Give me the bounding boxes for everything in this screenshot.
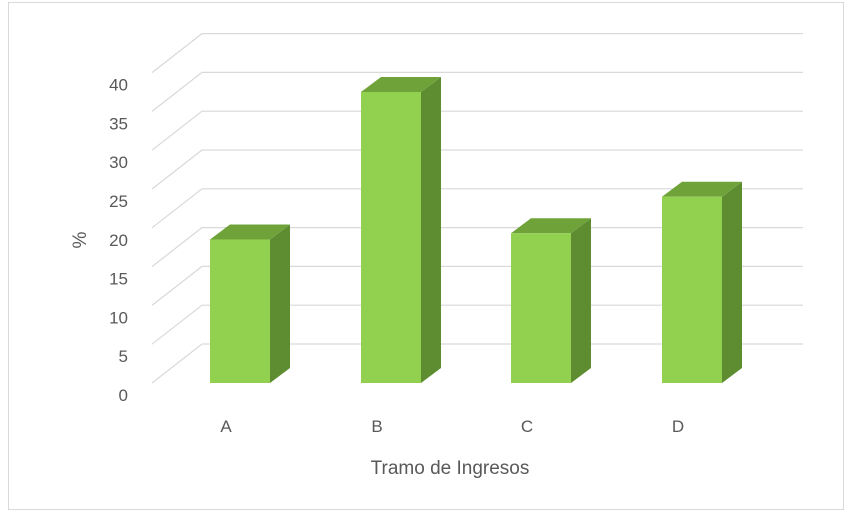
bar-C — [511, 233, 571, 383]
grid-line-diagonal — [151, 227, 203, 268]
y-tick-label: 20 — [109, 231, 128, 250]
y-tick-label: 25 — [109, 192, 128, 211]
y-tick-label: 35 — [109, 114, 128, 133]
grid-line-diagonal — [151, 71, 203, 112]
x-tick-label: B — [371, 417, 382, 436]
bars — [210, 77, 742, 383]
y-tick-labels: 0 5 10 15 20 25 30 35 40 — [109, 76, 128, 405]
grid-line-diagonal — [151, 343, 203, 384]
bar-top-C — [511, 218, 591, 234]
bar-A — [210, 239, 270, 383]
x-axis-title: Tramo de Ingresos — [371, 458, 530, 479]
grid-line-diagonal — [151, 188, 203, 229]
bar-side-C — [571, 218, 591, 383]
bar-top-B — [361, 77, 441, 92]
grid-line-diagonal — [151, 149, 203, 190]
x-tick-label: D — [672, 417, 684, 436]
bar-D — [662, 196, 722, 383]
bar-side-D — [722, 181, 742, 383]
y-tick-label: 0 — [119, 386, 128, 405]
grid-line-diagonal — [151, 265, 203, 306]
bar-top-A — [210, 224, 290, 240]
y-tick-label: 5 — [119, 347, 128, 366]
y-tick-label: 10 — [109, 308, 128, 327]
x-tick-label: A — [220, 417, 232, 436]
y-tick-label: 40 — [109, 76, 128, 95]
grid-line-diagonal — [151, 304, 203, 345]
grid-line-diagonal — [151, 33, 203, 74]
y-axis-title: % — [70, 231, 91, 248]
bar-side-B — [421, 77, 441, 383]
grid-line-diagonal — [151, 110, 203, 151]
bar-side-A — [270, 224, 290, 383]
y-tick-label: 15 — [109, 270, 128, 289]
y-tick-label: 30 — [109, 153, 128, 172]
x-tick-label: C — [521, 417, 533, 436]
x-tick-labels: A B C D — [220, 417, 684, 436]
bar-top-D — [662, 181, 742, 197]
bar-B — [361, 92, 421, 383]
